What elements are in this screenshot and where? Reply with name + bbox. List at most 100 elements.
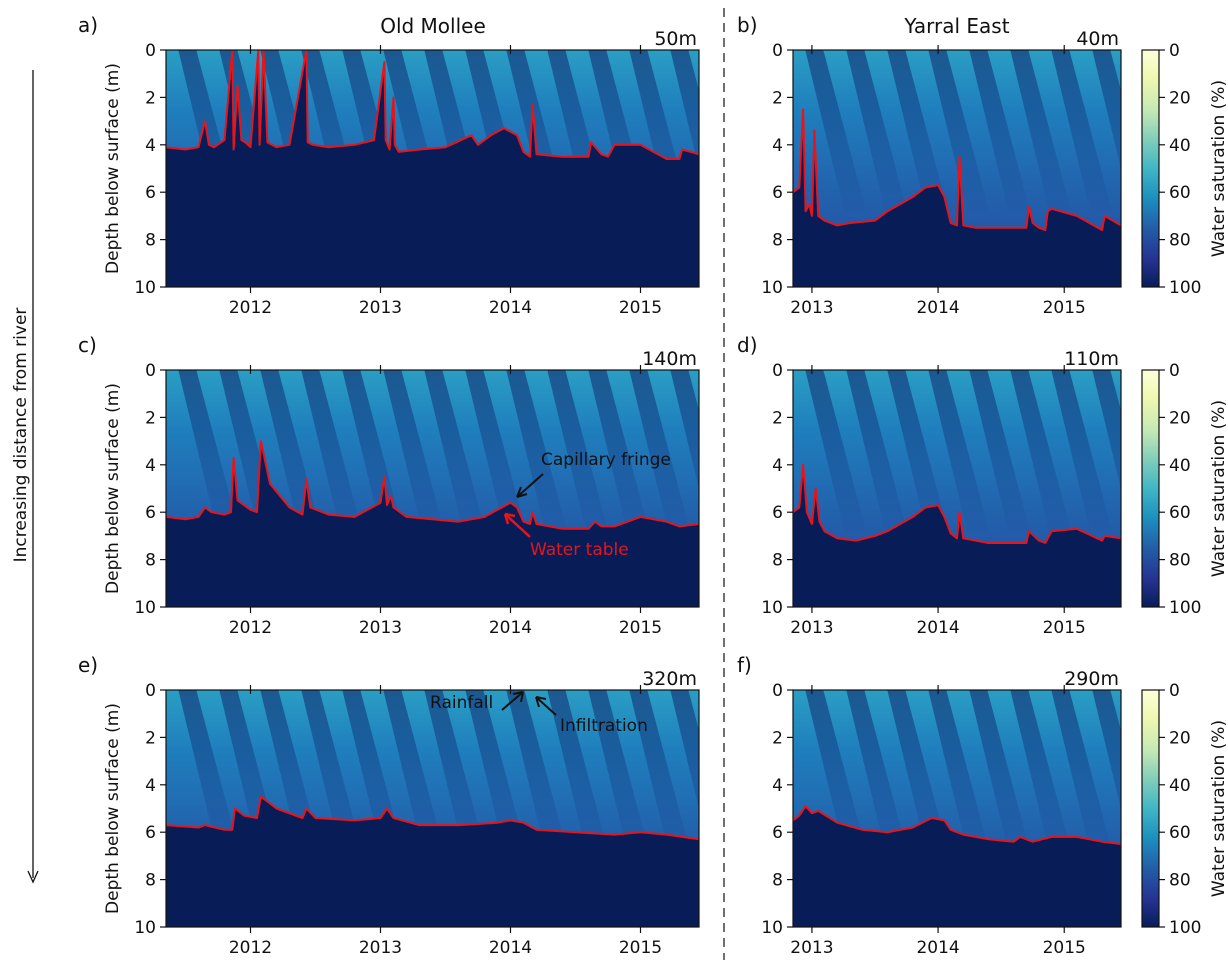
y-tick-label: 10 [134,278,156,298]
water-table-line [793,805,1121,845]
y-tick-label: 4 [772,456,783,476]
infiltration-streak [383,370,446,536]
infiltration-streak [887,690,950,856]
rainfall-label: Rainfall [430,693,493,713]
rainfall-arrowhead [512,691,524,703]
colorbar-tick-label: 40 [1169,776,1191,796]
capillary-fringe-label: Capillary fringe [541,450,671,470]
colorbar-tick-label: 40 [1169,136,1191,156]
y-tick-label: 8 [145,551,156,571]
y-tick-label: 4 [772,776,783,796]
water-table-line [793,108,1121,232]
y-tick-label: 0 [145,681,156,701]
panel-f: 0 2 4 6 8 10 2013 2014 2015 f) 290m [737,653,1122,958]
x-tick-label: 2013 [359,298,402,318]
y-tick-label: 0 [772,41,783,61]
colorbar-gradient [1141,689,1160,928]
panel-c: 0 2 4 6 8 10 2012 2013 2014 2015 Depth below surfa… [78,333,700,638]
x-tick-label: 2015 [1043,938,1086,958]
infiltration-streak [1092,370,1121,490]
y-tick-label: 2 [145,88,156,108]
colorbar-label: Water saturation (%) [1209,720,1228,897]
y-tick-label: 0 [772,681,783,701]
colorbar-bottom: 0 20 40 60 80 100 Water saturation (%) [1141,681,1228,938]
infiltration-streak [588,370,651,536]
infiltration-arrow [535,696,557,716]
infiltration-streak [928,370,991,536]
y-tick-label: 2 [772,728,783,748]
x-tick-label: 2013 [359,618,402,638]
colorbar-label: Water saturation (%) [1209,400,1228,577]
distance-label: 290m [1064,668,1119,690]
infiltration-streak [424,690,487,856]
colorbar-top: 0 20 40 60 80 100 Water saturation (%) [1141,41,1228,298]
y-axis-label: Depth below surface (m) [103,63,123,274]
infiltration-streak [887,50,950,216]
axes-frame [165,49,700,288]
x-tick-label: 2013 [790,618,833,638]
x-tick-label: 2013 [790,938,833,958]
infiltration-streak [846,50,909,216]
panel-title: Yarral East [903,14,1009,38]
water-table-line [793,463,1121,544]
panel-letter: f) [737,653,752,677]
y-tick-label: 2 [772,408,783,428]
colorbar-tick-label: 60 [1169,183,1191,203]
axes-frame [165,689,700,928]
y-tick-label: 0 [772,361,783,381]
infiltration-streak [1010,50,1073,216]
infiltration-streak [629,690,692,856]
infiltration-streak [846,370,909,536]
side-arrow-head [27,870,39,884]
y-tick-label: 4 [772,136,783,156]
y-axis-label: Depth below surface (m) [103,383,123,594]
infiltration-streak [506,370,569,536]
infiltration-streak [506,690,569,856]
y-tick-label: 4 [145,456,156,476]
infiltration-streak [670,690,699,810]
infiltration-streak [846,690,909,856]
colorbar-tick-label: 100 [1169,598,1201,618]
panel-title: Old Mollee [380,14,486,38]
infiltration-streak [670,370,699,490]
colorbar-middle: 0 20 40 60 80 100 Water saturation (%) [1141,361,1228,618]
y-tick-label: 2 [772,88,783,108]
colorbar-gradient [1141,49,1160,288]
y-axis-label: Depth below surface (m) [103,703,123,914]
axes-frame [165,369,700,608]
infiltration-streak [805,690,868,856]
x-tick-label: 2015 [1043,618,1086,638]
infiltration-streak [301,690,364,856]
panel-letter: c) [78,333,97,357]
water-table-arrowhead [503,512,516,525]
colorbar-tick-label: 20 [1169,728,1191,748]
infiltration-streak [969,370,1032,536]
panel-letter: e) [78,653,98,677]
infiltration-streak [383,690,446,856]
x-tick-label: 2014 [489,298,532,318]
y-tick-label: 10 [134,918,156,938]
axes-frame [792,689,1122,928]
colorbar-tick-label: 100 [1169,918,1201,938]
panel-letter: a) [78,13,98,37]
infiltration-arrowhead [535,696,547,708]
x-tick-label: 2013 [359,938,402,958]
y-tick-label: 8 [772,871,783,891]
capillary-fringe-arrowhead [516,486,528,498]
x-tick-label: 2015 [619,938,662,958]
infiltration-streak [178,690,241,856]
rainfall-arrow [501,691,524,711]
infiltration-streak [928,50,991,216]
colorbar-tick-label: 40 [1169,456,1191,476]
distance-label: 40m [1076,28,1119,50]
infiltration-streak [805,370,868,536]
infiltration-streak [342,370,405,536]
y-tick-label: 0 [145,361,156,381]
y-tick-label: 10 [761,278,783,298]
water-table-arrow [504,513,531,538]
infiltration-streak [547,370,610,536]
infiltration-streak [1051,50,1114,216]
infiltration-streak [424,370,487,536]
axes-frame [792,49,1122,288]
